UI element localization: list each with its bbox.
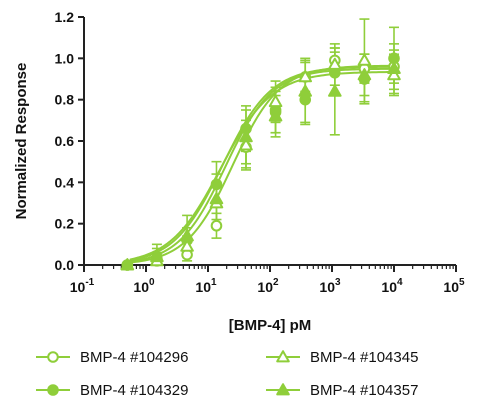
data-point — [357, 53, 372, 66]
x-axis-title: [BMP-4] pM — [229, 317, 312, 334]
legend-item: BMP-4 #104345 — [266, 349, 418, 366]
x-tick-exponent: 0 — [149, 277, 155, 288]
x-tick-base: 10 — [133, 279, 149, 295]
fit-curve — [129, 70, 395, 261]
x-tick-exponent: 5 — [459, 277, 465, 288]
data-point — [387, 61, 401, 75]
data-point — [209, 192, 224, 205]
x-tick-base: 10 — [257, 279, 273, 295]
data-point — [328, 84, 342, 97]
data-point — [210, 219, 223, 232]
x-tick-base: 10 — [319, 279, 335, 295]
data-point — [328, 57, 342, 70]
error-bars-group — [151, 18, 399, 266]
data-point — [239, 130, 253, 143]
legend-label: BMP-4 #104345 — [310, 349, 418, 366]
x-tick-exponent: 1 — [211, 277, 217, 288]
fit-curve — [129, 67, 395, 263]
y-tick-label: 0.2 — [55, 216, 75, 232]
fit-curve — [129, 64, 395, 264]
data-point — [388, 52, 400, 65]
legend-item: BMP-4 #104329 — [36, 382, 188, 399]
x-tick-base: 10 — [443, 279, 459, 295]
legend-marker — [276, 350, 290, 363]
legend-item: BMP-4 #104357 — [266, 382, 418, 399]
x-tick-label: 105 — [443, 277, 465, 295]
y-tick-label: 1.0 — [55, 50, 75, 66]
y-tick-label: 1.2 — [55, 9, 75, 25]
data-point — [268, 94, 283, 108]
y-tick-label: 0.0 — [55, 257, 75, 273]
fit-curves-group — [129, 64, 395, 264]
x-tick-label: 103 — [319, 277, 341, 295]
x-tick-base: 10 — [195, 279, 211, 295]
axes-group: 0.00.20.40.60.81.01.210-1 100 101 102 103 104… — [55, 9, 465, 295]
data-point — [298, 70, 313, 83]
data-point — [239, 138, 253, 151]
legend-label: BMP-4 #104329 — [80, 382, 188, 399]
y-tick-label: 0.4 — [55, 174, 75, 190]
data-point — [150, 249, 164, 263]
data-point — [180, 229, 194, 242]
x-tick-label: 101 — [195, 277, 217, 295]
legend-item: BMP-4 #104296 — [36, 349, 188, 366]
data-point — [120, 258, 135, 271]
y-tick-label: 0.6 — [55, 133, 75, 149]
axis-labels-group: [BMP-4] pM Normalized Response — [13, 63, 311, 334]
x-tick-base: 10 — [381, 279, 397, 295]
data-points-group — [120, 52, 401, 271]
data-point — [387, 68, 401, 81]
x-tick-label: 100 — [133, 277, 155, 295]
x-tick-label: 104 — [381, 277, 403, 295]
x-tick-exponent: 2 — [273, 277, 279, 288]
legend-marker — [276, 383, 290, 396]
data-point — [268, 109, 283, 122]
legend-label: BMP-4 #104357 — [310, 382, 418, 399]
y-axis-title: Normalized Response — [13, 63, 30, 220]
legend-label: BMP-4 #104296 — [80, 349, 188, 366]
x-tick-exponent: 3 — [335, 277, 341, 288]
data-point — [180, 239, 194, 252]
x-tick-base: 10 — [70, 279, 86, 295]
data-point — [298, 84, 313, 97]
legend: BMP-4 #104296 BMP-4 #104329 BMP-4 #104345 B… — [36, 349, 418, 399]
y-tick-label: 0.8 — [55, 92, 75, 108]
legend-marker — [47, 351, 59, 363]
x-tick-label: 10-1 — [70, 277, 95, 295]
x-tick-exponent: -1 — [85, 277, 94, 288]
legend-marker — [47, 384, 59, 396]
data-point — [357, 68, 372, 81]
x-tick-label: 102 — [257, 277, 279, 295]
data-point — [210, 178, 223, 191]
fit-curve — [129, 65, 395, 262]
x-tick-exponent: 4 — [397, 277, 403, 288]
